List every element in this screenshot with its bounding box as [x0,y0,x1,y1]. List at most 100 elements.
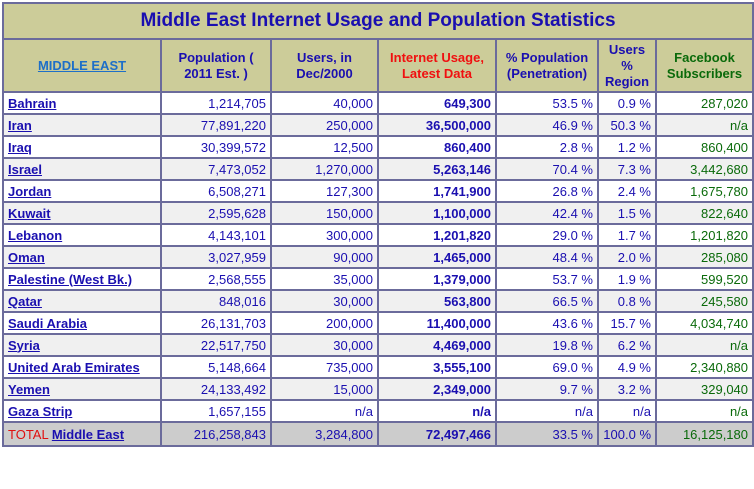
header-users-2000: Users, in Dec/2000 [270,38,379,93]
table-row: United Arab Emirates 5,148,664 735,000 3,55… [2,355,754,379]
country-cell: United Arab Emirates [2,355,162,379]
facebook-cell: 2,340,880 [654,355,754,379]
users-2000-cell: 40,000 [270,91,379,115]
facebook-cell: 1,201,820 [654,223,754,247]
facebook-cell: n/a [654,113,754,137]
users-region-cell: 1.9 % [597,267,657,291]
facebook-cell: 1,675,780 [654,179,754,203]
users-region-cell: n/a [597,399,657,423]
table-row: Bahrain 1,214,705 40,000 649,300 53.5 % 0.9 %… [2,91,754,115]
population-cell: 2,595,628 [160,201,272,225]
users-2000-cell: 35,000 [270,267,379,291]
penetration-cell: 43.6 % [495,311,599,335]
country-cell: Oman [2,245,162,269]
table-row: Oman 3,027,959 90,000 1,465,000 48.4 % 2.0 % 2… [2,245,754,269]
middle-east-total-link[interactable]: Middle East [51,426,125,442]
country-link[interactable]: United Arab Emirates [8,359,140,375]
table-row: Lebanon 4,143,101 300,000 1,201,820 29.0 % 1.… [2,223,754,247]
table-row: Iraq 30,399,572 12,500 860,400 2.8 % 1.2 % 860… [2,135,754,159]
total-users-2000: 3,284,800 [270,421,379,447]
users-2000-cell: 30,000 [270,333,379,357]
total-users-region: 100.0 % [597,421,657,447]
country-link[interactable]: Palestine (West Bk.) [8,271,133,287]
internet-usage-cell: n/a [377,399,497,423]
users-region-cell: 0.8 % [597,289,657,313]
internet-usage-cell: 1,100,000 [377,201,497,225]
country-link[interactable]: Gaza Strip [8,403,73,419]
country-link[interactable]: Bahrain [8,95,57,111]
country-link[interactable]: Kuwait [8,205,51,221]
total-penetration: 33.5 % [495,421,599,447]
country-cell: Iran [2,113,162,137]
users-2000-cell: 300,000 [270,223,379,247]
middle-east-link[interactable]: MIDDLE EAST [37,57,127,73]
facebook-cell: 245,580 [654,289,754,313]
users-region-cell: 2.0 % [597,245,657,269]
users-2000-cell: 127,300 [270,179,379,203]
header-users-region: Users % Region [597,38,657,93]
penetration-cell: 66.5 % [495,289,599,313]
country-link[interactable]: Syria [8,337,40,353]
country-link[interactable]: Oman [8,249,45,265]
penetration-cell: 2.8 % [495,135,599,159]
users-2000-cell: 30,000 [270,289,379,313]
penetration-cell: 9.7 % [495,377,599,401]
country-cell: Kuwait [2,201,162,225]
country-link[interactable]: Saudi Arabia [8,315,87,331]
country-cell: Syria [2,333,162,357]
country-cell: Yemen [2,377,162,401]
table-row: Qatar 848,016 30,000 563,800 66.5 % 0.8 % 245,… [2,289,754,313]
country-link[interactable]: Jordan [8,183,52,199]
country-link[interactable]: Iran [8,117,32,133]
internet-usage-cell: 36,500,000 [377,113,497,137]
table-row: Palestine (West Bk.) 2,568,555 35,000 1,379… [2,267,754,291]
country-cell: Qatar [2,289,162,313]
header-internet-usage: Internet Usage, Latest Data [377,38,497,93]
users-region-cell: 3.2 % [597,377,657,401]
penetration-cell: 42.4 % [495,201,599,225]
users-region-cell: 1.5 % [597,201,657,225]
population-cell: 6,508,271 [160,179,272,203]
users-2000-cell: 12,500 [270,135,379,159]
penetration-cell: n/a [495,399,599,423]
penetration-cell: 69.0 % [495,355,599,379]
users-region-cell: 6.2 % [597,333,657,357]
facebook-cell: 287,020 [654,91,754,115]
country-link[interactable]: Lebanon [8,227,63,243]
users-2000-cell: 200,000 [270,311,379,335]
penetration-cell: 46.9 % [495,113,599,137]
penetration-cell: 19.8 % [495,333,599,357]
users-region-cell: 1.7 % [597,223,657,247]
country-link[interactable]: Yemen [8,381,50,397]
population-cell: 30,399,572 [160,135,272,159]
total-row: TOTAL Middle East 216,258,843 3,284,800 … [2,421,754,447]
total-facebook: 16,125,180 [654,421,754,447]
header-row: MIDDLE EAST Population ( 2011 Est. ) Use… [2,38,754,93]
stats-table: Middle East Internet Usage and Populatio… [1,2,754,447]
population-cell: 77,891,220 [160,113,272,137]
header-region: MIDDLE EAST [2,38,162,93]
country-link[interactable]: Iraq [8,139,32,155]
users-region-cell: 4.9 % [597,355,657,379]
internet-usage-cell: 11,400,000 [377,311,497,335]
facebook-cell: 329,040 [654,377,754,401]
internet-usage-cell: 3,555,100 [377,355,497,379]
table-row: Saudi Arabia 26,131,703 200,000 11,400,000 4… [2,311,754,335]
users-region-cell: 7.3 % [597,157,657,181]
country-link[interactable]: Israel [8,161,42,177]
facebook-cell: n/a [654,333,754,357]
country-cell: Jordan [2,179,162,203]
internet-usage-cell: 1,379,000 [377,267,497,291]
country-cell: Iraq [2,135,162,159]
country-link[interactable]: Qatar [8,293,42,309]
penetration-cell: 70.4 % [495,157,599,181]
population-cell: 1,214,705 [160,91,272,115]
internet-usage-cell: 2,349,000 [377,377,497,401]
total-label-cell: TOTAL Middle East [2,421,162,447]
country-cell: Lebanon [2,223,162,247]
users-2000-cell: n/a [270,399,379,423]
penetration-cell: 53.7 % [495,267,599,291]
table-row: Jordan 6,508,271 127,300 1,741,900 26.8 % 2.4… [2,179,754,203]
penetration-cell: 26.8 % [495,179,599,203]
total-label: TOTAL [8,426,49,442]
